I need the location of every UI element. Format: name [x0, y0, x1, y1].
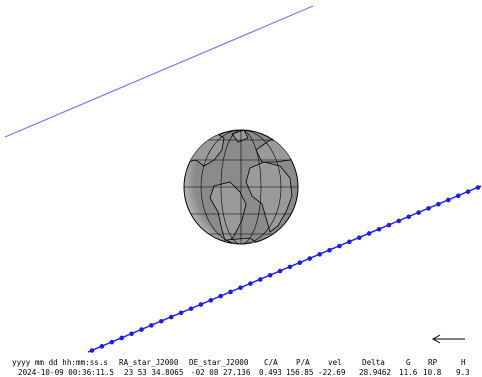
path-dot — [347, 239, 352, 245]
path-dot — [129, 331, 134, 337]
cell: 9.3 — [456, 368, 470, 377]
column-header: DE_star_J2000 — [189, 358, 249, 367]
path-dot — [238, 285, 243, 291]
path-dot — [416, 210, 421, 215]
path-dot — [426, 206, 431, 211]
cell: 28.9462 — [359, 368, 391, 377]
column-header: Delta — [362, 358, 385, 367]
path-dot — [248, 281, 253, 286]
path-dot — [218, 293, 223, 299]
column-header: G — [406, 358, 411, 367]
path-dot — [139, 327, 144, 332]
path-dot — [89, 348, 95, 353]
path-dot — [436, 201, 441, 207]
column-header: RA_star_J2000 — [119, 358, 179, 367]
path-dot — [366, 231, 372, 236]
path-dot — [287, 264, 293, 270]
path-dot — [208, 298, 214, 303]
path-dot — [119, 335, 124, 341]
path-dot — [297, 260, 303, 266]
path-dots — [89, 185, 481, 353]
cell: 10.8 — [423, 368, 442, 377]
path-dot — [307, 256, 313, 261]
path-dot — [446, 197, 451, 203]
path-dot — [267, 272, 273, 278]
path-dot — [188, 306, 194, 312]
cell: -02 08 27.136 — [191, 368, 251, 377]
path-dot — [149, 323, 154, 328]
cell: -22.69 — [318, 368, 346, 377]
path-dot — [178, 310, 184, 316]
path-dot — [99, 344, 105, 349]
path-dot — [396, 218, 402, 224]
path-dot — [317, 252, 322, 257]
path-dot — [277, 268, 283, 274]
path-dot — [168, 314, 174, 320]
path-dot — [257, 277, 263, 282]
path-dot — [337, 243, 342, 249]
column-header: RP — [428, 358, 438, 367]
path-dot — [376, 226, 382, 232]
column-header: C/A — [264, 358, 278, 367]
globe — [183, 129, 299, 245]
path-dot — [198, 302, 204, 307]
path-dot — [386, 222, 392, 228]
data-table: yyyy mm dd hh:mm:ss.s RA_star_J2000 DE_sta… — [12, 358, 470, 377]
path-dot — [465, 189, 471, 194]
path-dot — [455, 193, 461, 199]
path-dot — [406, 214, 412, 220]
direction-arrow — [431, 334, 465, 344]
north-limit-line — [4, 5, 314, 138]
column-header: P/A — [296, 358, 310, 367]
path-dot — [228, 289, 233, 295]
cell: 11.6 — [399, 368, 418, 377]
column-header: yyyy mm dd hh:mm:ss.s — [12, 358, 108, 367]
column-header: vel — [328, 358, 342, 367]
path-dot — [109, 339, 115, 345]
path-dot — [327, 247, 332, 253]
south-limit-line — [87, 185, 482, 353]
cell: 23 53 34.8065 — [124, 368, 183, 377]
cell: 2024-10-09 00:36:11.5 — [18, 368, 114, 377]
path-dot — [356, 235, 362, 240]
column-header: H — [461, 358, 466, 367]
path-dot — [158, 318, 164, 324]
cell: 0.493 — [259, 368, 282, 377]
path-dot — [475, 185, 481, 190]
cell: 156.85 — [286, 368, 313, 377]
